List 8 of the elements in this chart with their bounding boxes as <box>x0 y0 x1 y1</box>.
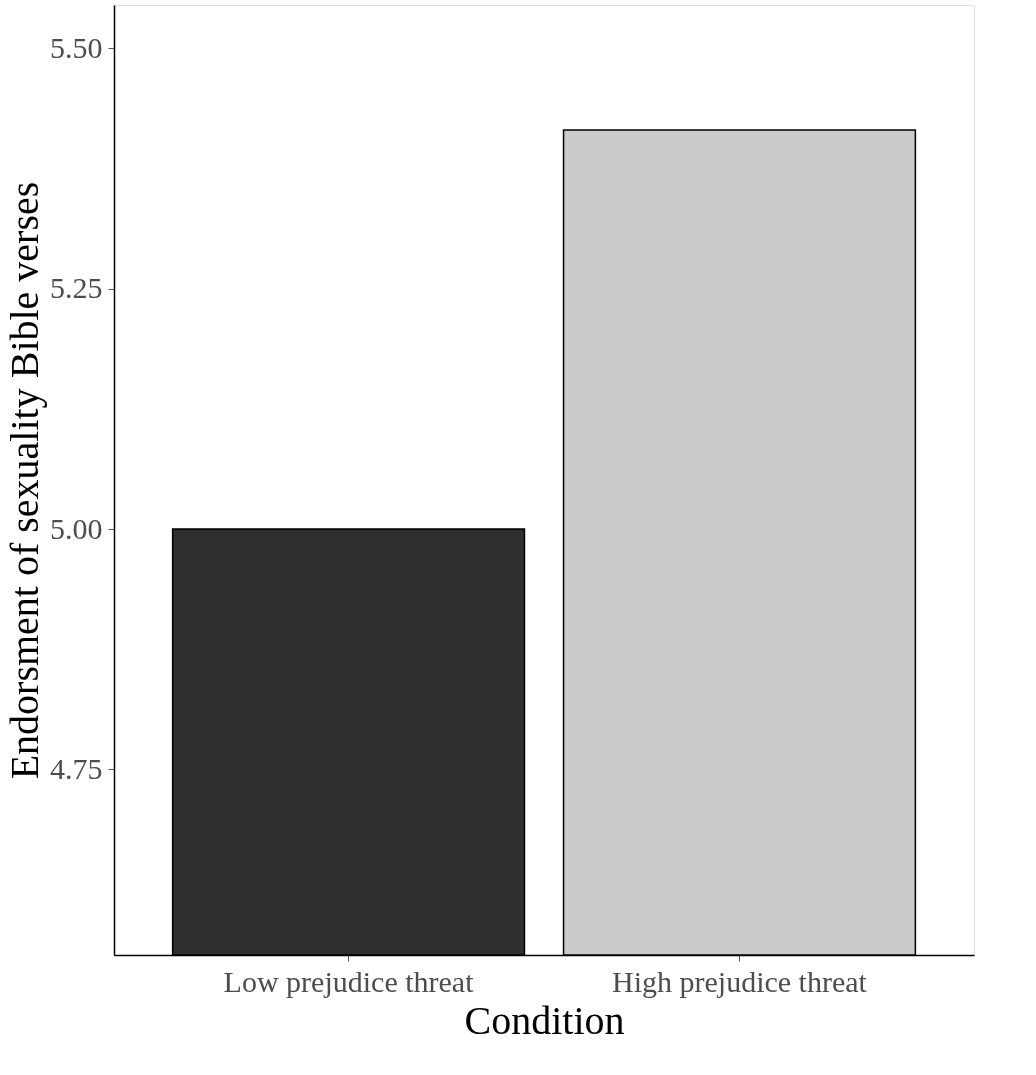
x-tick-label: Low prejudice threat <box>223 964 475 998</box>
y-tick-label: 5.50 <box>50 30 103 64</box>
y-tick-label: 5.00 <box>50 511 103 545</box>
y-tick-label: 5.25 <box>50 271 103 305</box>
x-tick-label: High prejudice threat <box>612 964 868 998</box>
y-tick-label: 4.75 <box>50 751 103 785</box>
y-axis-title: Endorsment of sexuality Bible verses <box>2 181 47 780</box>
x-axis-title: Condition <box>464 997 625 1043</box>
